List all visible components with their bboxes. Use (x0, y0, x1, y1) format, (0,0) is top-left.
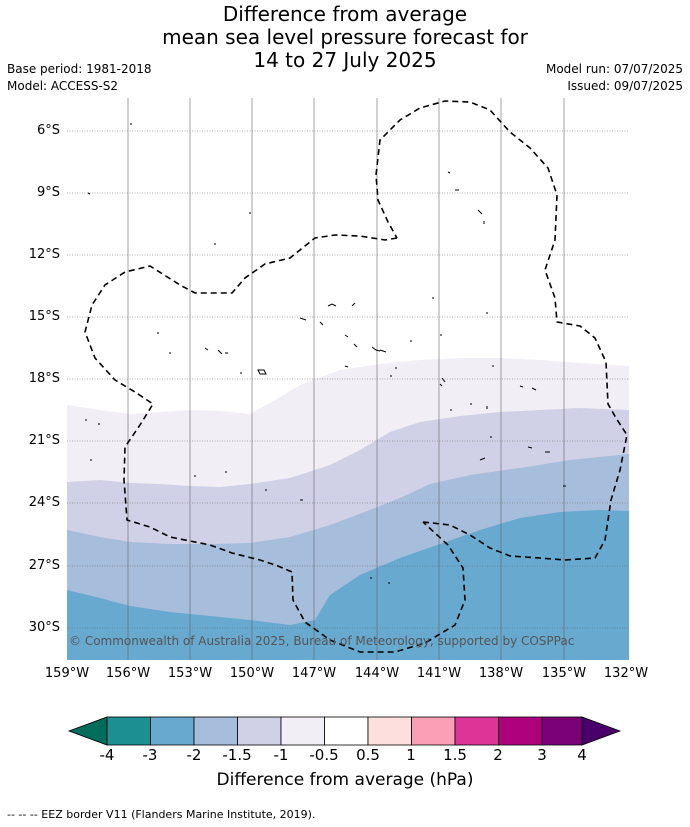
lon-label-138w: 138°W (478, 666, 524, 681)
eez-border (84, 234, 466, 653)
colorbar-title: Difference from average (hPa) (216, 770, 474, 790)
colorbar-tick: -4 (99, 746, 115, 764)
colorbar-swatch (454, 716, 499, 746)
base-period: Base period: 1981-2018 (7, 62, 152, 76)
colorbar-tick: -2 (186, 746, 202, 764)
title-line-3: 14 to 27 July 2025 (253, 48, 437, 72)
colorbar-swatch (324, 716, 369, 746)
title-line-2: mean sea level pressure forecast for (162, 25, 528, 49)
lon-label-153w: 153°W (167, 666, 213, 681)
colorbar-swatch (280, 716, 325, 746)
eez-border-east (375, 100, 628, 561)
colorbar-tick: 2 (493, 746, 503, 764)
lon-label-135w: 135°W (541, 666, 587, 681)
colorbar-tick: -1 (273, 746, 289, 764)
copyright-notice: © Commonwealth of Australia 2025, Bureau… (69, 634, 575, 648)
colorbar-extend-high (581, 716, 622, 746)
lat-gridlines (67, 130, 629, 629)
colorbar-tick: -1.5 (222, 746, 252, 764)
eez-legend-note: -- -- -- EEZ border V11 (Flanders Marine… (7, 808, 316, 821)
lat-label-12s: 12°S (28, 247, 60, 262)
issued-date: Issued: 09/07/2025 (567, 79, 683, 93)
lon-label-132w: 132°W (603, 666, 649, 681)
colorbar-tick: 4 (577, 746, 587, 764)
colorbar-tick: 1 (406, 746, 416, 764)
lon-label-144w: 144°W (354, 666, 400, 681)
lon-label-147w: 147°W (291, 666, 337, 681)
lat-label-24s: 24°S (28, 495, 60, 510)
colorbar-swatch (193, 716, 238, 746)
colorbar-tick: -3 (142, 746, 158, 764)
colorbar-swatch (106, 716, 151, 746)
lon-label-141w: 141°W (416, 666, 462, 681)
colorbar-extend-low (67, 716, 108, 746)
lon-label-156w: 156°W (105, 666, 151, 681)
model-run: Model run: 07/07/2025 (545, 62, 683, 76)
lat-label-30s: 30°S (28, 620, 60, 635)
colorbar-swatch (237, 716, 282, 746)
lon-label-159w: 159°W (44, 666, 90, 681)
colorbar-swatch (411, 716, 456, 746)
colorbar-swatch (498, 716, 543, 746)
islands (85, 123, 566, 584)
title-line-1: Difference from average (222, 2, 468, 26)
lat-label-6s: 6°S (36, 123, 60, 138)
colorbar-tick: 3 (537, 746, 547, 764)
colorbar-tick: 1.5 (443, 746, 467, 764)
lon-label-150w: 150°W (229, 666, 275, 681)
colorbar-tick: -0.5 (309, 746, 339, 764)
lat-label-15s: 15°S (28, 309, 60, 324)
colorbar-swatch (541, 716, 583, 746)
lat-label-21s: 21°S (28, 433, 60, 448)
colorbar (67, 716, 622, 746)
lat-label-9s: 9°S (36, 185, 60, 200)
colorbar-swatch (150, 716, 195, 746)
lat-label-18s: 18°S (28, 371, 60, 386)
lat-label-27s: 27°S (28, 558, 60, 573)
colorbar-swatch (367, 716, 412, 746)
model-name: Model: ACCESS-S2 (7, 79, 119, 93)
colorbar-tick: 0.5 (356, 746, 380, 764)
